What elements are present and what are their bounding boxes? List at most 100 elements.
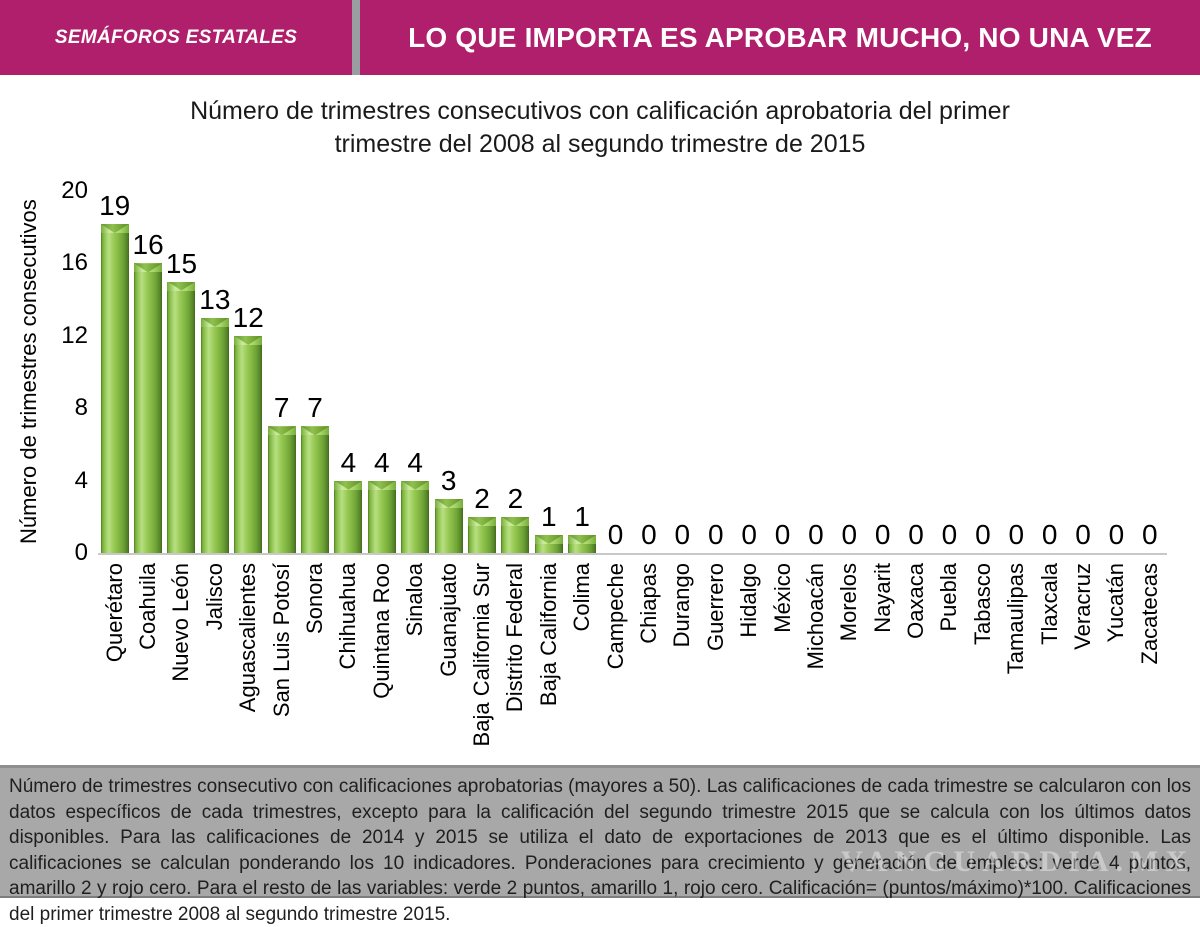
- plot-area: 0 4 8 12 16 20 19 16 15 13 12 7 7 4 4 4 3 2 2 1 1 0 0 0 0 0 0 0 0 0 0 0…: [61, 178, 1167, 566]
- bar: [334, 480, 363, 553]
- x-axis-label-cell: Nayarit: [866, 563, 899, 763]
- bar-column: 0: [899, 191, 932, 553]
- x-axis-label: Zacatecas: [1136, 563, 1162, 665]
- bar: [568, 534, 597, 553]
- bar-value-label: 0: [841, 519, 858, 550]
- bar-column: 0: [699, 191, 732, 553]
- headline-label: LO QUE IMPORTA ES APROBAR MUCHO, NO UNA …: [408, 21, 1152, 53]
- bar: [167, 281, 196, 553]
- x-axis-label-cell: Baja California: [532, 563, 565, 763]
- bar-top-cap: [234, 335, 263, 345]
- bar: [434, 498, 463, 553]
- series-name-label: SEMÁFOROS ESTATALES: [54, 26, 298, 48]
- header-divider: [352, 0, 360, 75]
- x-axis-label: Oaxaca: [903, 563, 929, 639]
- bar-column: 0: [866, 191, 899, 553]
- x-axis-label-cell: Oaxaca: [899, 563, 932, 763]
- bar-column: 0: [833, 191, 866, 553]
- x-axis-label-cell: Hidalgo: [732, 563, 765, 763]
- bar-column: 0: [933, 191, 966, 553]
- x-axis-label: Tabasco: [969, 563, 995, 645]
- chart-title: Número de trimestres consecutivos con ca…: [0, 95, 1200, 161]
- bar: [501, 516, 530, 553]
- bar-value-label: 19: [99, 190, 131, 221]
- header-left-section: SEMÁFOROS ESTATALES: [0, 0, 352, 75]
- bar-value-label: 15: [165, 247, 198, 279]
- bar-value-label: 0: [641, 519, 657, 550]
- bar-top-cap: [134, 263, 163, 273]
- x-axis-label-cell: Baja California Sur: [465, 563, 498, 763]
- x-axis-label: Veracruz: [1070, 563, 1096, 650]
- x-axis-label-cell: Sinaloa: [399, 563, 432, 763]
- bar-top-cap: [534, 534, 563, 544]
- x-axis-label-cell: Colima: [565, 563, 598, 763]
- bar-column: 19: [98, 191, 131, 553]
- bar-top-cap: [301, 426, 330, 436]
- bar-column: 4: [399, 191, 432, 553]
- x-axis-label-cell: Zacatecas: [1133, 563, 1166, 763]
- y-axis-tick-label: 16: [61, 249, 88, 277]
- x-axis-label: Jalisco: [201, 563, 227, 631]
- bar-value-label: 4: [340, 446, 357, 478]
- x-axis-label-cell: Campeche: [599, 563, 632, 763]
- x-axis-label-cell: Sonora: [298, 563, 331, 763]
- bar-column: 0: [1000, 191, 1033, 553]
- bar-chart: Número de trimestres consecutivos con ca…: [0, 75, 1200, 765]
- bar: [301, 426, 330, 553]
- bar-column: 2: [465, 191, 498, 553]
- bar-top-cap: [434, 498, 463, 508]
- x-axis-label: Nuevo León: [168, 563, 194, 682]
- bar-column: 0: [1100, 191, 1133, 553]
- bar-column: 12: [232, 191, 265, 553]
- bar-value-label: 13: [199, 283, 231, 315]
- bar-top-cap: [334, 480, 363, 490]
- x-axis-label-cell: Jalisco: [198, 563, 231, 763]
- bar-value-label: 2: [474, 482, 490, 514]
- y-axis-tick-label: 4: [74, 466, 88, 494]
- footnote-panel: Número de trimestres consecutivo con cal…: [0, 765, 1200, 925]
- bar: [367, 480, 396, 553]
- bar-top-cap: [100, 224, 129, 233]
- bar-column: 0: [732, 191, 765, 553]
- x-axis-label: Chihuahua: [335, 563, 361, 670]
- bar-column: 1: [532, 191, 565, 553]
- bar-top-cap: [568, 534, 597, 544]
- x-axis-label: Quintana Roo: [368, 563, 394, 699]
- bar: [467, 516, 496, 553]
- x-axis-label-cell: Durango: [666, 563, 699, 763]
- y-axis-tick-label: 20: [61, 177, 88, 204]
- x-axis-label: Hidalgo: [736, 563, 762, 638]
- bar-column: 0: [799, 191, 832, 553]
- x-axis-label-cell: San Luis Potosí: [265, 563, 298, 763]
- x-axis-label: Michoacán: [802, 563, 828, 670]
- bar-value-label: 2: [507, 482, 524, 514]
- bar-top-cap: [501, 516, 530, 526]
- x-axis-label-cell: Chihuahua: [332, 563, 365, 763]
- x-axis-label-cell: Michoacán: [799, 563, 832, 763]
- x-axis-label: Tlaxcala: [1036, 563, 1062, 645]
- y-axis-title: Número de trimestres consecutivos: [16, 199, 41, 545]
- bar-value-label: 1: [540, 500, 557, 532]
- x-axis-label-cell: Aguascalientes: [232, 563, 265, 763]
- bar-column: 0: [1033, 191, 1066, 553]
- bar-top-cap: [167, 281, 196, 291]
- x-axis-label-cell: Guanajuato: [432, 563, 465, 763]
- x-axis-label: Sonora: [302, 563, 328, 634]
- x-axis-label: Puebla: [936, 563, 962, 632]
- bar-column: 4: [365, 191, 398, 553]
- bar-value-label: 0: [741, 519, 757, 550]
- x-axis-label-cell: Nuevo León: [165, 563, 198, 763]
- bar: [534, 534, 563, 553]
- bar-top-cap: [200, 317, 229, 327]
- x-axis-label-cell: Chiapas: [632, 563, 665, 763]
- bar-column: 0: [1133, 191, 1166, 553]
- x-axis-label: Morelos: [836, 563, 862, 642]
- x-axis-label-cell: Morelos: [833, 563, 866, 763]
- bar: [134, 263, 163, 553]
- chart-title-line1: Número de trimestres consecutivos con ca…: [190, 97, 1010, 125]
- x-axis-label: Chiapas: [635, 563, 661, 644]
- bar-column: 0: [766, 191, 799, 553]
- bar-value-label: 0: [707, 519, 724, 550]
- x-axis-label-cell: Tamaulipas: [1000, 563, 1033, 763]
- bar-value-label: 4: [374, 446, 390, 478]
